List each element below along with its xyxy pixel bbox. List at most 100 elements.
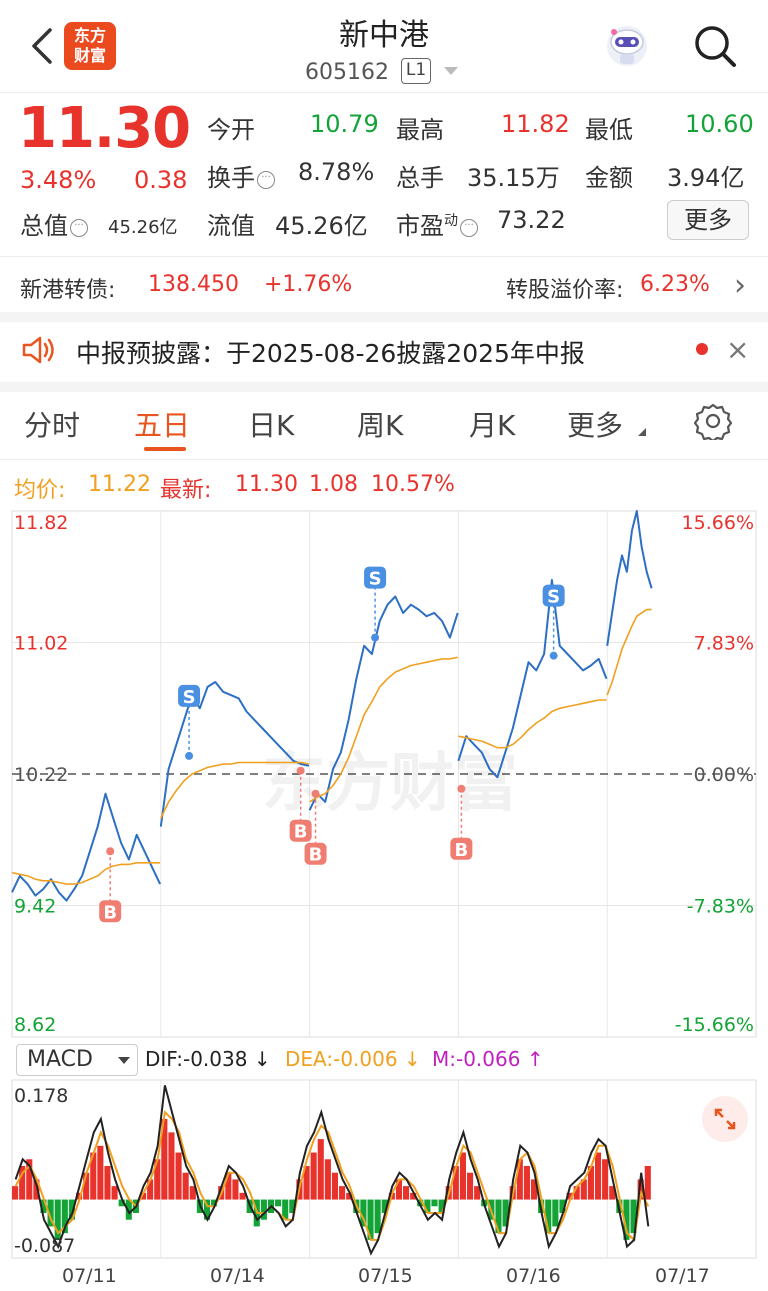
open-value: 10.79 bbox=[310, 110, 379, 138]
tab-intraday[interactable]: 分时 bbox=[24, 409, 81, 442]
y-tick-left: 11.82 bbox=[14, 512, 68, 534]
high-value: 11.82 bbox=[501, 110, 570, 138]
macd-bar bbox=[90, 1152, 97, 1200]
tab-more[interactable]: 更多 bbox=[567, 409, 624, 442]
info-icon[interactable]: ··· bbox=[70, 219, 88, 237]
series-price-day-2 bbox=[308, 595, 459, 811]
bond-change: +1.76% bbox=[264, 272, 353, 297]
macd-bar bbox=[474, 1186, 481, 1200]
macd-bar bbox=[516, 1159, 523, 1200]
tab-monthly-k[interactable]: 月K bbox=[469, 409, 516, 442]
macd-bar bbox=[587, 1165, 594, 1200]
float-value: 45.26亿 bbox=[275, 212, 368, 240]
macd-bar bbox=[161, 1118, 168, 1200]
gear-icon[interactable] bbox=[694, 402, 732, 440]
macd-bar bbox=[331, 1172, 339, 1200]
change-amount: 0.38 bbox=[134, 166, 188, 194]
macd-bar bbox=[211, 1199, 218, 1207]
series-average-day-0 bbox=[11, 861, 161, 885]
macd-bar bbox=[33, 1179, 40, 1200]
macd-bar bbox=[282, 1199, 289, 1220]
search-icon[interactable] bbox=[690, 22, 740, 70]
macd-bar bbox=[417, 1199, 424, 1207]
macd-bar bbox=[104, 1165, 111, 1200]
info-icon[interactable]: ··· bbox=[257, 171, 275, 189]
macd-bar bbox=[403, 1186, 410, 1200]
amount-value: 3.94亿 bbox=[667, 164, 745, 192]
dea-value: DEA:-0.006 ↓ bbox=[285, 1047, 421, 1071]
turnover-value: 8.78% bbox=[298, 158, 375, 186]
indicator-select[interactable]: MACD bbox=[16, 1044, 138, 1076]
volume-label: 总手 bbox=[396, 164, 444, 192]
macd-chart[interactable]: 0.178 -0.087 bbox=[0, 1078, 768, 1262]
indicator-caret-icon bbox=[118, 1057, 130, 1064]
latest-percent: 10.57% bbox=[371, 472, 455, 497]
more-button[interactable]: 更多 bbox=[667, 200, 749, 240]
premium-label: 转股溢价率: bbox=[506, 278, 624, 303]
back-arrow-icon[interactable] bbox=[24, 22, 64, 70]
macd-bar bbox=[459, 1152, 466, 1200]
tab-weekly-k[interactable]: 周K bbox=[357, 409, 404, 442]
robot-avatar-icon[interactable] bbox=[602, 22, 652, 70]
y-tick-left: 10.22 bbox=[14, 764, 68, 786]
macd-y-max: 0.178 bbox=[14, 1085, 68, 1107]
series-average-day-1 bbox=[160, 761, 310, 819]
macd-bar bbox=[559, 1199, 566, 1213]
chevron-right-icon[interactable]: › bbox=[734, 268, 746, 303]
open-label: 今开 bbox=[207, 116, 255, 144]
macd-bar bbox=[495, 1199, 502, 1234]
macd-bar bbox=[502, 1199, 509, 1227]
macd-bar bbox=[466, 1172, 474, 1200]
macd-bar bbox=[275, 1199, 282, 1207]
macd-bar bbox=[12, 1186, 19, 1200]
macd-bar bbox=[566, 1192, 573, 1200]
macd-bar bbox=[40, 1199, 47, 1213]
level-badge[interactable]: L1 bbox=[401, 58, 431, 84]
macd-histogram bbox=[12, 1118, 651, 1240]
macd-bar bbox=[424, 1199, 431, 1213]
tab-daily-k[interactable]: 日K bbox=[248, 409, 295, 442]
report-notice-text[interactable]: 中报预披露：于2025-08-26披露2025年中报 bbox=[76, 339, 585, 368]
y-tick-left: 9.42 bbox=[14, 896, 56, 918]
expand-icon[interactable] bbox=[702, 1096, 748, 1142]
macd-bar bbox=[395, 1179, 403, 1200]
macd-bar bbox=[239, 1192, 246, 1200]
tab-five-day[interactable]: 五日 bbox=[134, 409, 191, 442]
trade-mark-dot bbox=[371, 633, 380, 642]
watermark: 东方财富 bbox=[262, 747, 518, 821]
macd-lines bbox=[14, 1085, 650, 1256]
high-label: 最高 bbox=[396, 116, 444, 144]
macd-bar bbox=[19, 1165, 26, 1200]
y-tick-right: 15.66% bbox=[682, 512, 754, 534]
date-label: 07/14 bbox=[210, 1265, 265, 1287]
macd-bar bbox=[324, 1159, 331, 1200]
macd-bar bbox=[303, 1165, 310, 1200]
macd-bar bbox=[374, 1199, 381, 1234]
macd-bar bbox=[346, 1192, 353, 1200]
macd-bar bbox=[54, 1199, 61, 1240]
chart-lines bbox=[11, 510, 653, 902]
level-dropdown-caret-icon[interactable] bbox=[444, 67, 458, 75]
unread-dot bbox=[696, 343, 708, 355]
date-label: 07/17 bbox=[655, 1265, 710, 1287]
current-price: 11.30 bbox=[18, 96, 191, 161]
macd-bar bbox=[580, 1179, 587, 1200]
latest-price: 11.30 bbox=[235, 472, 298, 497]
macd-bar bbox=[339, 1186, 346, 1200]
dea-line bbox=[14, 1110, 650, 1242]
trade-mark-badge bbox=[542, 584, 565, 607]
date-label: 07/11 bbox=[62, 1265, 117, 1287]
premium-value: 6.23% bbox=[640, 272, 710, 297]
macd-bar bbox=[573, 1186, 580, 1200]
trade-mark-dot bbox=[185, 751, 194, 760]
active-tab-indicator bbox=[144, 447, 186, 451]
info-icon[interactable]: ··· bbox=[460, 219, 478, 237]
close-icon[interactable]: × bbox=[726, 333, 750, 366]
macd-bar bbox=[139, 1192, 147, 1200]
macd-bar bbox=[452, 1165, 459, 1200]
avg-price-value: 11.22 bbox=[88, 472, 151, 497]
macd-bar bbox=[203, 1199, 211, 1220]
buy-mark-label: B bbox=[103, 902, 117, 923]
section-gap bbox=[0, 312, 768, 322]
